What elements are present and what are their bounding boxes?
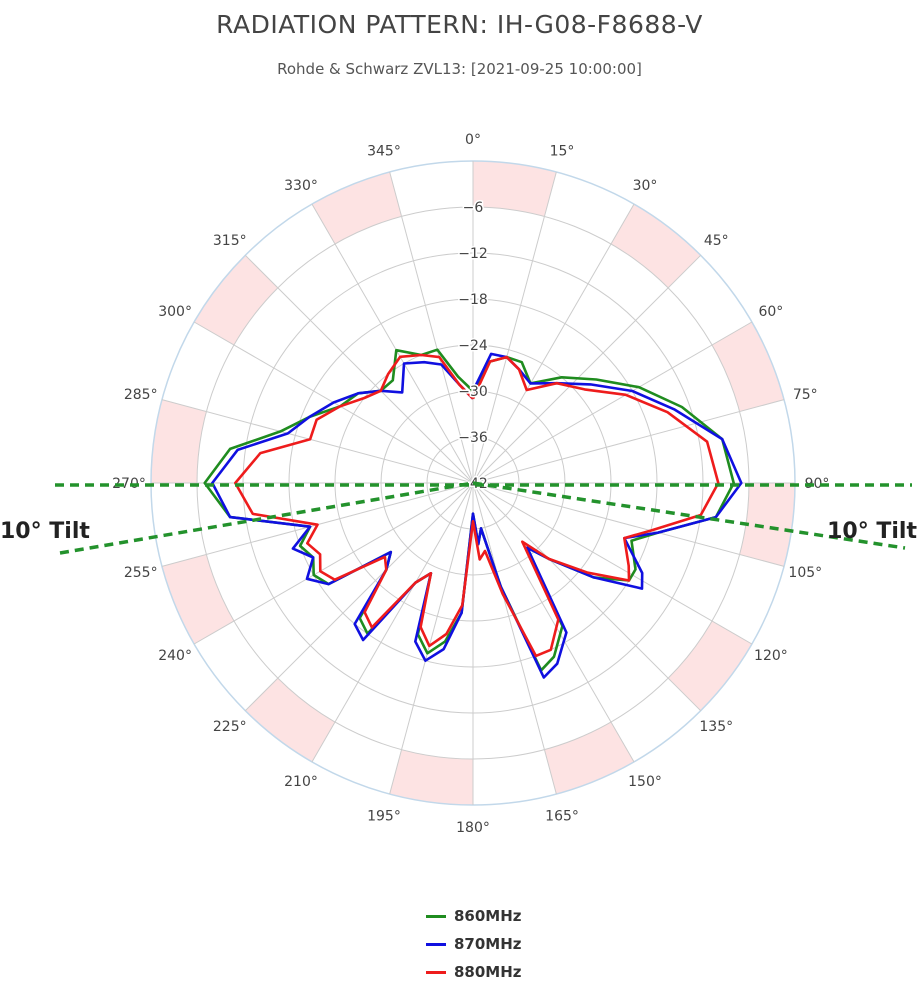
angular-grid-line [472, 482, 557, 795]
outer-band-segment [712, 322, 785, 412]
angular-tick-label: 330° [284, 178, 318, 194]
angular-grid-line [244, 482, 474, 712]
outer-band-segment [473, 161, 557, 217]
tilt-reference-line [59, 481, 474, 555]
angular-tick-label: 240° [158, 648, 192, 664]
angular-grid-line [472, 482, 702, 712]
angular-grid-line [389, 482, 474, 795]
angular-tick-label: 345° [367, 144, 401, 160]
legend: 860MHz 870MHz 880MHz [426, 902, 522, 986]
tilt-reference-line [472, 481, 906, 550]
angular-grid-line [472, 254, 702, 484]
angular-tick-label: 45° [704, 233, 729, 249]
radial-tick-label: −24 [458, 338, 488, 354]
angular-grid-line [472, 482, 753, 645]
angular-tick-label: 60° [758, 304, 783, 320]
legend-item-880[interactable]: 880MHz [426, 958, 522, 986]
angular-tick-label: 255° [124, 565, 158, 581]
angular-grid-line [472, 399, 785, 484]
radial-tick-label: −36 [458, 430, 488, 446]
outer-band-segment [161, 554, 234, 644]
angular-grid-line [193, 482, 474, 645]
angular-tick-label: 75° [793, 387, 818, 403]
series-line-1 [211, 352, 743, 679]
angular-grid-line [472, 171, 557, 484]
angular-tick-label: 210° [284, 774, 318, 790]
angular-tick-label: 90° [805, 476, 830, 492]
angular-grid-line [311, 203, 474, 484]
angular-tick-label: 120° [754, 648, 788, 664]
angular-tick-label: 180° [456, 820, 490, 836]
angular-tick-label: 165° [545, 808, 579, 824]
outer-band-segment [151, 399, 207, 483]
angular-tick-label: 195° [367, 808, 401, 824]
outer-band-segment [245, 678, 335, 762]
legend-swatch-870 [426, 942, 446, 946]
outer-band-segment [194, 255, 278, 345]
outer-band-segment [544, 722, 634, 795]
angular-grid-line [472, 321, 753, 484]
angular-tick-label: 30° [633, 178, 658, 194]
angular-tick-label: 270° [112, 476, 146, 492]
angular-grid-line [472, 203, 635, 484]
legend-swatch-880 [426, 970, 446, 974]
tilt-label-left: 10° Tilt [0, 519, 90, 544]
outer-band-segment [611, 204, 701, 288]
radial-tick-label: −30 [458, 384, 488, 400]
angular-tick-label: 150° [628, 774, 662, 790]
angular-grid-line [472, 482, 635, 763]
radial-tick-label: −6 [463, 200, 484, 216]
legend-label-880: 880MHz [454, 963, 522, 981]
angular-grid-line [311, 482, 474, 763]
angular-tick-label: 0° [465, 132, 481, 148]
outer-band-segment [312, 171, 402, 244]
angular-grid-line [472, 482, 785, 567]
legend-swatch-860 [426, 914, 446, 918]
angular-tick-label: 225° [213, 719, 247, 735]
tilt-label-right: 10° Tilt [827, 519, 917, 544]
legend-label-860: 860MHz [454, 907, 522, 925]
angular-grid-line [244, 254, 474, 484]
chart-subtitle: Rohde & Schwarz ZVL13: [2021-09-25 10:00… [277, 60, 642, 78]
outer-band-segment [668, 621, 752, 711]
radial-tick-label: −12 [458, 246, 488, 262]
angular-grid-line [389, 171, 474, 484]
angular-tick-label: 15° [550, 144, 575, 160]
outer-band-segment [739, 483, 795, 567]
angular-tick-label: 285° [124, 387, 158, 403]
series-line-2 [234, 353, 720, 658]
radial-tick-label: −18 [458, 292, 488, 308]
angular-tick-label: 135° [699, 719, 733, 735]
angular-tick-label: 105° [788, 565, 822, 581]
angular-tick-label: 300° [158, 304, 192, 320]
legend-label-870: 870MHz [454, 935, 522, 953]
chart-title: RADIATION PATTERN: IH-G08-F8688-V [216, 10, 703, 39]
angular-tick-label: 315° [213, 233, 247, 249]
angular-grid-line [161, 399, 474, 484]
legend-item-860[interactable]: 860MHz [426, 902, 522, 930]
legend-item-870[interactable]: 870MHz [426, 930, 522, 958]
outer-band-segment [389, 749, 473, 806]
